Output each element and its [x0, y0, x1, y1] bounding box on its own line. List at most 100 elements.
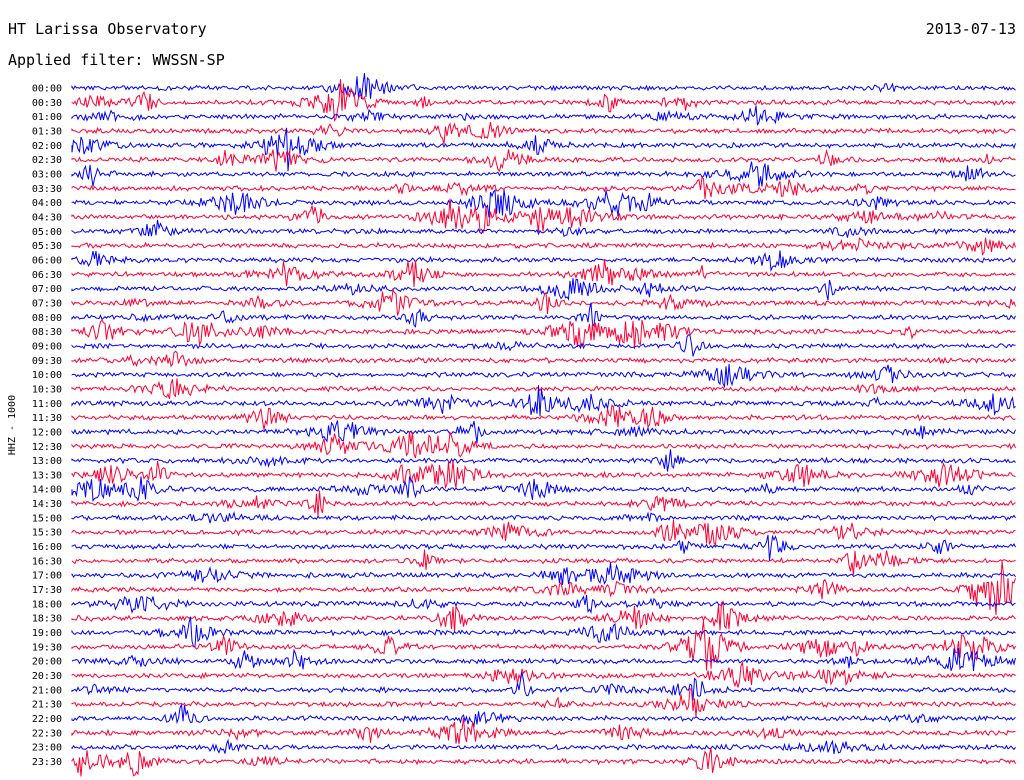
trace-1300	[71, 449, 1016, 472]
trace-1930	[71, 621, 1016, 671]
trace-2330	[71, 747, 1016, 777]
station-title: HT Larissa Observatory	[8, 20, 207, 38]
trace-1730	[71, 560, 1016, 616]
trace-0400	[71, 188, 1016, 218]
time-label-0930: 09:30	[32, 356, 62, 367]
time-label-2030: 20:30	[32, 671, 62, 682]
trace-0630	[71, 259, 1016, 288]
trace-1430	[71, 490, 1016, 517]
trace-0830	[71, 319, 1016, 350]
time-label-0430: 04:30	[32, 212, 62, 223]
trace-0330	[71, 176, 1016, 200]
time-label-1900: 19:00	[32, 628, 62, 639]
trace-1500	[71, 510, 1016, 524]
trace-0430	[71, 198, 1016, 234]
time-label-1200: 12:00	[32, 427, 62, 438]
trace-2000	[71, 648, 1016, 671]
time-label-0630: 06:30	[32, 270, 62, 281]
time-label-1330: 13:30	[32, 470, 62, 481]
time-label-2130: 21:30	[32, 700, 62, 711]
time-label-0300: 03:00	[32, 169, 62, 180]
time-label-1500: 15:00	[32, 513, 62, 524]
trace-0600	[71, 250, 1016, 273]
record-date: 2013-07-13	[925, 20, 1016, 38]
time-label-1600: 16:00	[32, 542, 62, 553]
trace-1800	[71, 594, 1016, 614]
trace-1000	[71, 364, 1016, 389]
time-label-0530: 05:30	[32, 241, 62, 252]
time-label-1030: 10:30	[32, 384, 62, 395]
trace-1400	[71, 475, 1016, 503]
trace-0030	[71, 79, 1016, 122]
trace-0000	[71, 73, 1016, 99]
trace-2030	[71, 662, 1016, 688]
time-label-2330: 23:30	[32, 757, 62, 768]
time-label-0100: 01:00	[32, 112, 62, 123]
time-label-0330: 03:30	[32, 184, 62, 195]
time-label-0200: 02:00	[32, 141, 62, 152]
time-label-0830: 08:30	[32, 327, 62, 338]
time-label-1530: 15:30	[32, 528, 62, 539]
trace-1200	[71, 420, 1016, 444]
trace-0930	[71, 350, 1016, 368]
time-label-0730: 07:30	[32, 298, 62, 309]
time-label-2200: 22:00	[32, 714, 62, 725]
trace-1830	[71, 600, 1016, 633]
y-axis-label: HHZ - 1000	[7, 395, 18, 455]
trace-0200	[71, 127, 1016, 172]
time-label-0400: 04:00	[32, 198, 62, 209]
time-label-0500: 05:00	[32, 227, 62, 238]
trace-0530	[71, 237, 1016, 256]
trace-2130	[71, 688, 1016, 717]
time-label-0230: 02:30	[32, 155, 62, 166]
time-label-1100: 11:00	[32, 399, 62, 410]
trace-1030	[71, 378, 1016, 399]
time-label-1830: 18:30	[32, 614, 62, 625]
trace-1700	[71, 562, 1016, 585]
time-label-0600: 06:00	[32, 255, 62, 266]
trace-0900	[71, 334, 1016, 357]
trace-0700	[71, 278, 1016, 301]
time-label-2230: 22:30	[32, 728, 62, 739]
time-label-2000: 20:00	[32, 657, 62, 668]
filter-label: Applied filter: WWSSN-SP	[8, 51, 225, 69]
trace-2100	[71, 672, 1016, 701]
time-label-2300: 23:00	[32, 743, 62, 754]
trace-1630	[71, 549, 1016, 575]
trace-2230	[71, 717, 1016, 745]
time-label-1630: 16:30	[32, 556, 62, 567]
time-label-1730: 17:30	[32, 585, 62, 596]
time-label-0000: 00:00	[32, 84, 62, 95]
time-label-1930: 19:30	[32, 642, 62, 653]
time-label-2100: 21:00	[32, 685, 62, 696]
trace-1600	[71, 534, 1016, 561]
trace-1100	[71, 385, 1016, 417]
trace-0230	[71, 148, 1016, 172]
time-label-1230: 12:30	[32, 442, 62, 453]
trace-0800	[71, 302, 1016, 328]
trace-1230	[71, 430, 1016, 459]
trace-0300	[71, 161, 1016, 187]
time-label-0130: 01:30	[32, 126, 62, 137]
time-label-1800: 18:00	[32, 599, 62, 610]
trace-1330	[71, 460, 1016, 490]
trace-1530	[71, 519, 1016, 547]
time-label-1430: 14:30	[32, 499, 62, 510]
trace-2300	[71, 738, 1016, 755]
time-label-1400: 14:00	[32, 485, 62, 496]
time-label-1000: 10:00	[32, 370, 62, 381]
trace-1900	[71, 616, 1016, 648]
time-label-0900: 09:00	[32, 341, 62, 352]
trace-2200	[71, 704, 1016, 728]
trace-0730	[71, 288, 1016, 316]
time-label-1130: 11:30	[32, 413, 62, 424]
time-label-0030: 00:30	[32, 98, 62, 109]
time-label-0700: 07:00	[32, 284, 62, 295]
time-label-0800: 08:00	[32, 313, 62, 324]
time-label-1700: 17:00	[32, 571, 62, 582]
trace-1130	[71, 404, 1016, 430]
time-label-1300: 13:00	[32, 456, 62, 467]
trace-0100	[71, 105, 1016, 126]
trace-0500	[71, 219, 1016, 238]
